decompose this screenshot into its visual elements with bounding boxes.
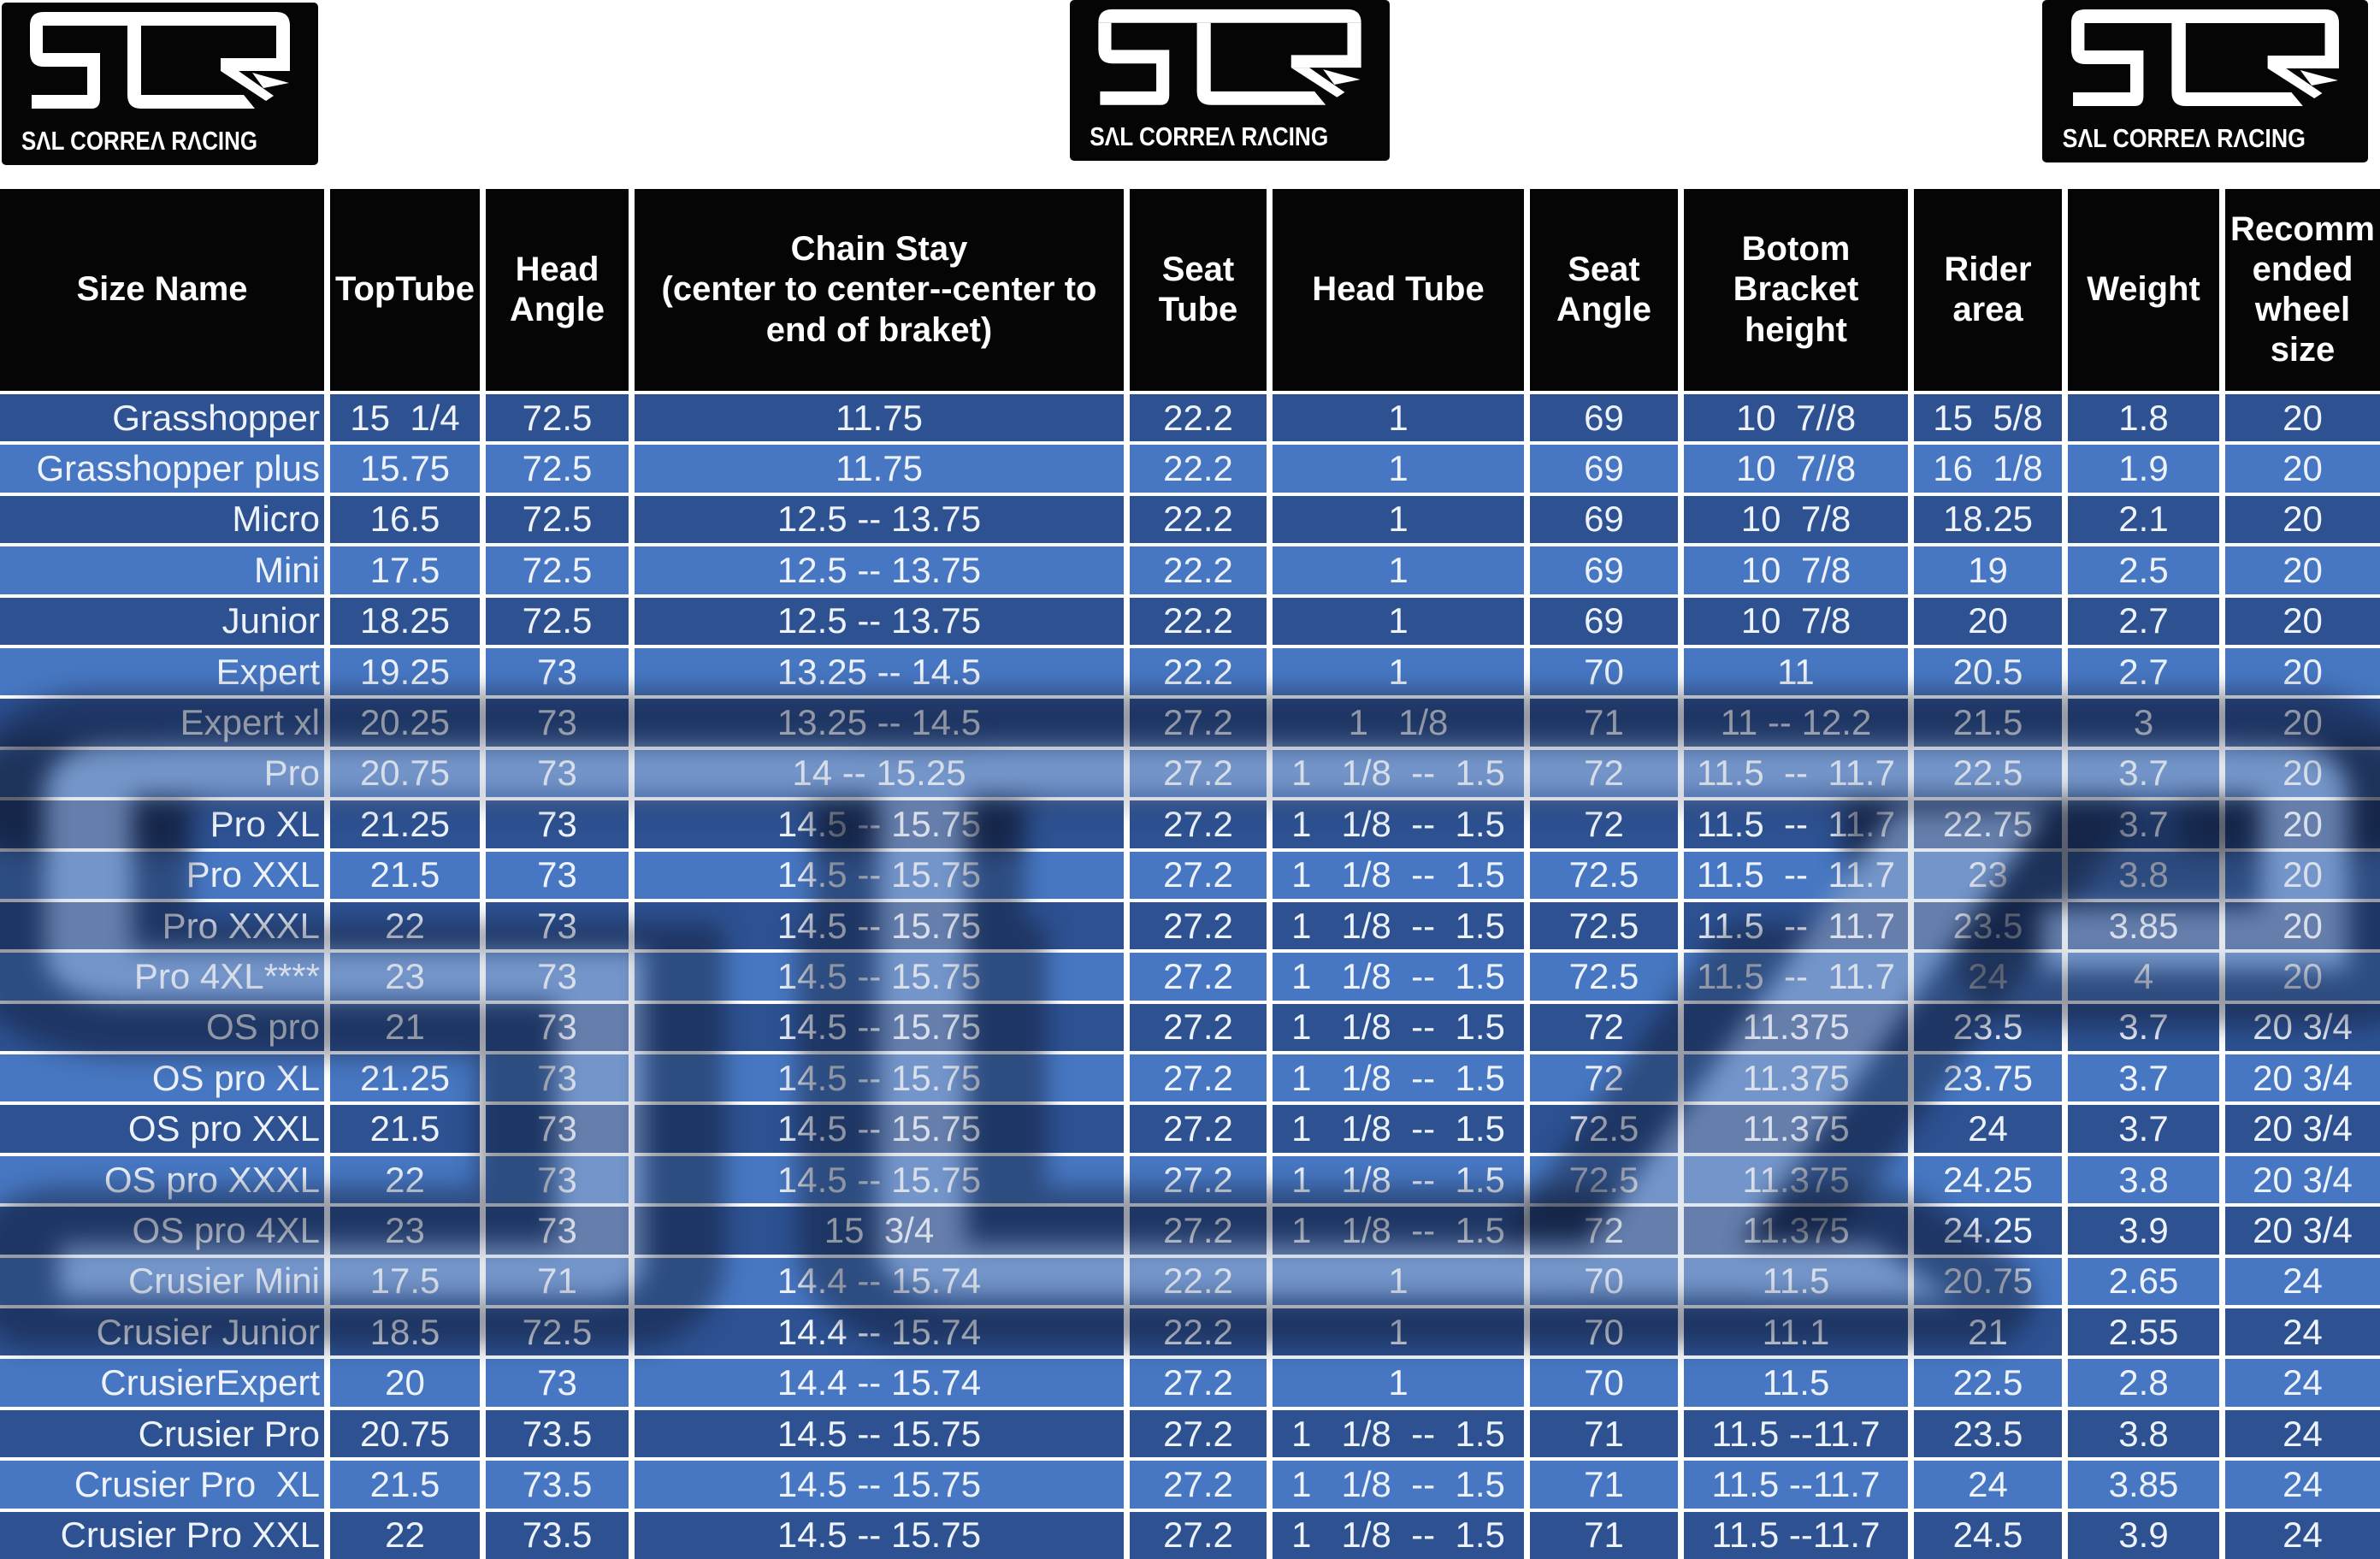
svg-text:SΛL CORREΛ RΛCING: SΛL CORREΛ RΛCING [2063,123,2306,152]
svg-text:SΛL CORREΛ RΛCING: SΛL CORREΛ RΛCING [21,126,257,156]
svg-text:SΛL CORREΛ RΛCING: SΛL CORREΛ RΛCING [1090,121,1328,151]
